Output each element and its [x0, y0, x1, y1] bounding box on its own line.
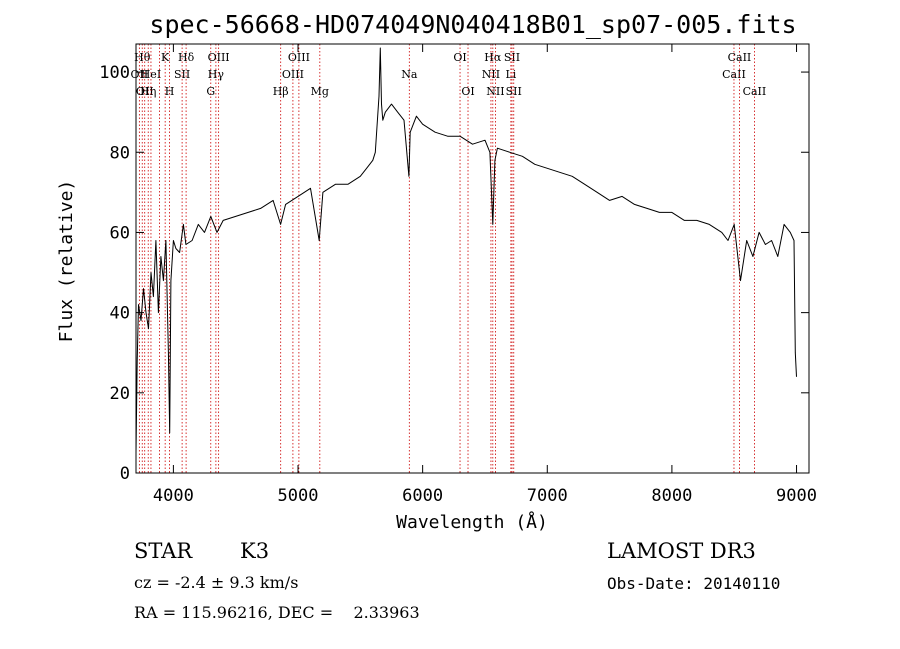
- y-tick-label: 100: [99, 63, 130, 83]
- line-marker-label: HeI: [141, 68, 161, 81]
- object-subclass: K3: [240, 539, 270, 563]
- plot-frame: [135, 43, 810, 474]
- line-marker-label: OII: [136, 85, 154, 98]
- line-marker-label: OIII: [282, 68, 304, 81]
- line-marker-label: CaII: [728, 51, 752, 64]
- line-marker-label: H: [165, 85, 175, 98]
- y-axis-label: Flux (relative): [56, 180, 77, 343]
- survey-name: LAMOST DR3: [607, 539, 756, 563]
- x-tick-label: 9000: [776, 486, 817, 506]
- redshift-cz: cz = -2.4 ± 9.3 km/s: [134, 573, 299, 592]
- coordinates: RA = 115.96216, DEC = 2.33963: [134, 603, 420, 622]
- line-marker-label: SII: [174, 68, 190, 81]
- x-tick-label: 4000: [153, 486, 194, 506]
- spectrum-series: [135, 47, 797, 454]
- line-marker-label: SII: [504, 51, 520, 64]
- y-tick-label: 20: [110, 384, 130, 404]
- y-tick-label: 0: [120, 464, 130, 484]
- line-marker-label: NII: [482, 68, 500, 81]
- y-tick-label: 80: [110, 143, 130, 163]
- line-marker-label: OI: [453, 51, 466, 64]
- line-marker-label: G: [206, 85, 215, 98]
- line-marker-label: CaII: [722, 68, 746, 81]
- x-tick-label: 6000: [402, 486, 443, 506]
- line-marker-label: OIII: [288, 51, 310, 64]
- line-marker-label: OII: [131, 68, 149, 81]
- y-tick-label: 60: [110, 223, 130, 243]
- line-marker-label: Hδ: [178, 51, 195, 64]
- line-marker-label: Hβ: [273, 85, 289, 98]
- spectrum-line: [135, 47, 797, 454]
- emission-line-markers: OIIHθOIIHηHeIKHSIIHδGHγOIIIHβOIIIOIIIMgN…: [131, 44, 767, 473]
- line-marker-label: Hθ: [134, 51, 151, 64]
- object-class: STAR: [134, 539, 193, 563]
- y-tick-label: 40: [110, 304, 130, 324]
- line-marker-label: Hα: [484, 51, 502, 64]
- observation-date: Obs-Date: 20140110: [607, 574, 781, 593]
- line-marker-label: OI: [461, 85, 474, 98]
- line-marker-label: Li: [505, 68, 516, 81]
- x-tick-label: 5000: [278, 486, 319, 506]
- line-marker-label: NII: [486, 85, 504, 98]
- axis-ticks: 4000 5000 6000 7000 8000 9000 0 20 40 60 80 100: [99, 44, 817, 506]
- x-tick-label: 7000: [527, 486, 568, 506]
- line-marker-label: CaII: [743, 85, 767, 98]
- x-axis-label: Wavelength (Å): [396, 511, 548, 533]
- x-tick-label: 8000: [651, 486, 692, 506]
- line-marker-label: K: [161, 51, 170, 64]
- line-marker-label: Mg: [311, 85, 329, 98]
- line-marker-label: Hη: [140, 85, 156, 98]
- line-marker-label: Na: [401, 68, 418, 81]
- line-marker-label: SII: [506, 85, 522, 98]
- line-marker-label: OIII: [208, 51, 230, 64]
- line-marker-label: Hγ: [208, 68, 225, 81]
- chart-title: spec-56668-HD074049N040418B01_sp07-005.f…: [149, 10, 796, 39]
